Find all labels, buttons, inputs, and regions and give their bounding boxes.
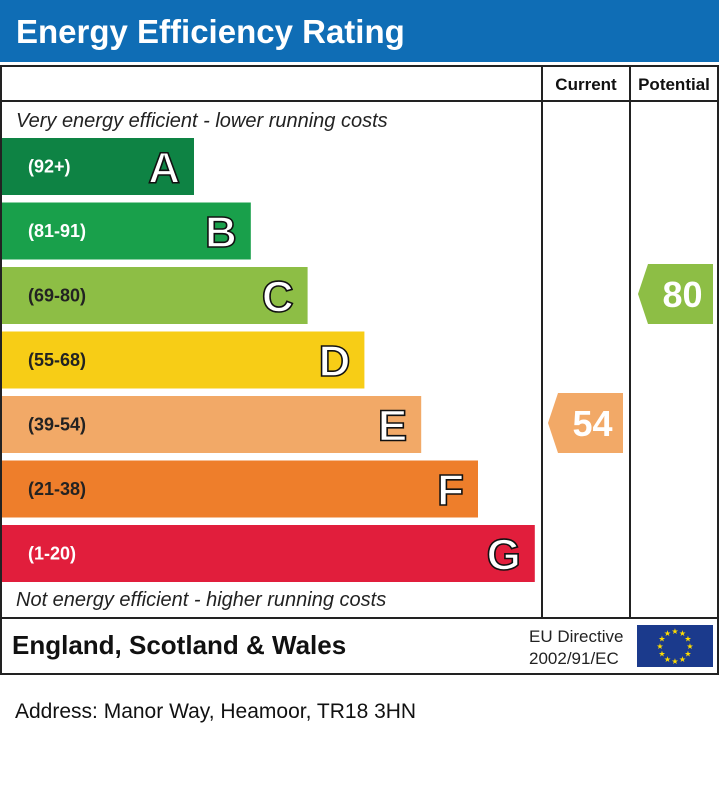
eu-star-icon: ★ [656, 642, 663, 651]
band-d-bar [2, 331, 365, 389]
region-label: England, Scotland & Wales [12, 630, 346, 660]
band-a-bar [2, 138, 194, 195]
band-b-letter: B [205, 208, 237, 257]
current-rating-value: 54 [572, 403, 612, 444]
band-c-range: (69-80) [28, 286, 86, 306]
band-g-letter: G [487, 531, 521, 580]
band-f-range: (21-38) [28, 479, 86, 499]
potential-rating-indicator [638, 264, 713, 324]
potential-column-header: Potential [638, 75, 710, 94]
band-f-letter: F [437, 466, 464, 515]
band-c-bar [2, 267, 308, 324]
footer-frame [0, 617, 719, 675]
band-d-range: (55-68) [28, 350, 86, 370]
current-column-header: Current [555, 75, 617, 94]
eu-star-icon: ★ [679, 629, 686, 638]
eu-star-icon: ★ [671, 657, 678, 666]
band-g-range: (1-20) [28, 544, 76, 564]
band-d-letter: D [319, 337, 351, 386]
band-b-range: (81-91) [28, 221, 86, 241]
eu-star-icon: ★ [664, 629, 671, 638]
eu-star-icon: ★ [686, 642, 693, 651]
band-g-bar [2, 525, 535, 582]
eu-star-icon: ★ [684, 635, 691, 644]
band-b-bar [2, 202, 251, 260]
potential-rating-value: 80 [662, 274, 702, 315]
band-e-bar [2, 396, 422, 453]
eu-flag-icon [637, 625, 713, 667]
eu-star-icon: ★ [658, 635, 665, 644]
current-rating-indicator [548, 393, 623, 453]
band-e-range: (39-54) [28, 415, 86, 435]
band-a-letter: A [148, 144, 180, 193]
top-note: Very energy efficient - lower running co… [16, 110, 388, 132]
band-c-letter: C [262, 273, 294, 322]
title-bar [0, 0, 719, 62]
directive-line-1: EU Directive [529, 627, 623, 646]
rating-bands: (92+) A (81-91) B (69-80) C (55-68) D (39-54) E (2… [2, 138, 535, 582]
eu-star-icon: ★ [671, 627, 678, 636]
chart-title: Energy Efficiency Rating [16, 13, 405, 50]
bottom-note: Not energy efficient - higher running co… [16, 589, 386, 611]
eu-star-icon: ★ [679, 655, 686, 664]
directive-line-2: 2002/91/EC [529, 649, 619, 668]
rating-indicators: 54 80 [548, 264, 713, 453]
eu-stars-icon: ★ ★★★★★★★★★★★ [656, 627, 693, 666]
eu-star-icon: ★ [664, 655, 671, 664]
address-text: Address: Manor Way, Heamoor, TR18 3HN [15, 700, 417, 723]
eu-star-icon: ★ [684, 650, 691, 659]
eu-star-icon: ★ [658, 650, 665, 659]
band-f-bar [2, 460, 478, 518]
band-e-letter: E [378, 402, 407, 451]
band-a-range: (92+) [28, 157, 71, 177]
